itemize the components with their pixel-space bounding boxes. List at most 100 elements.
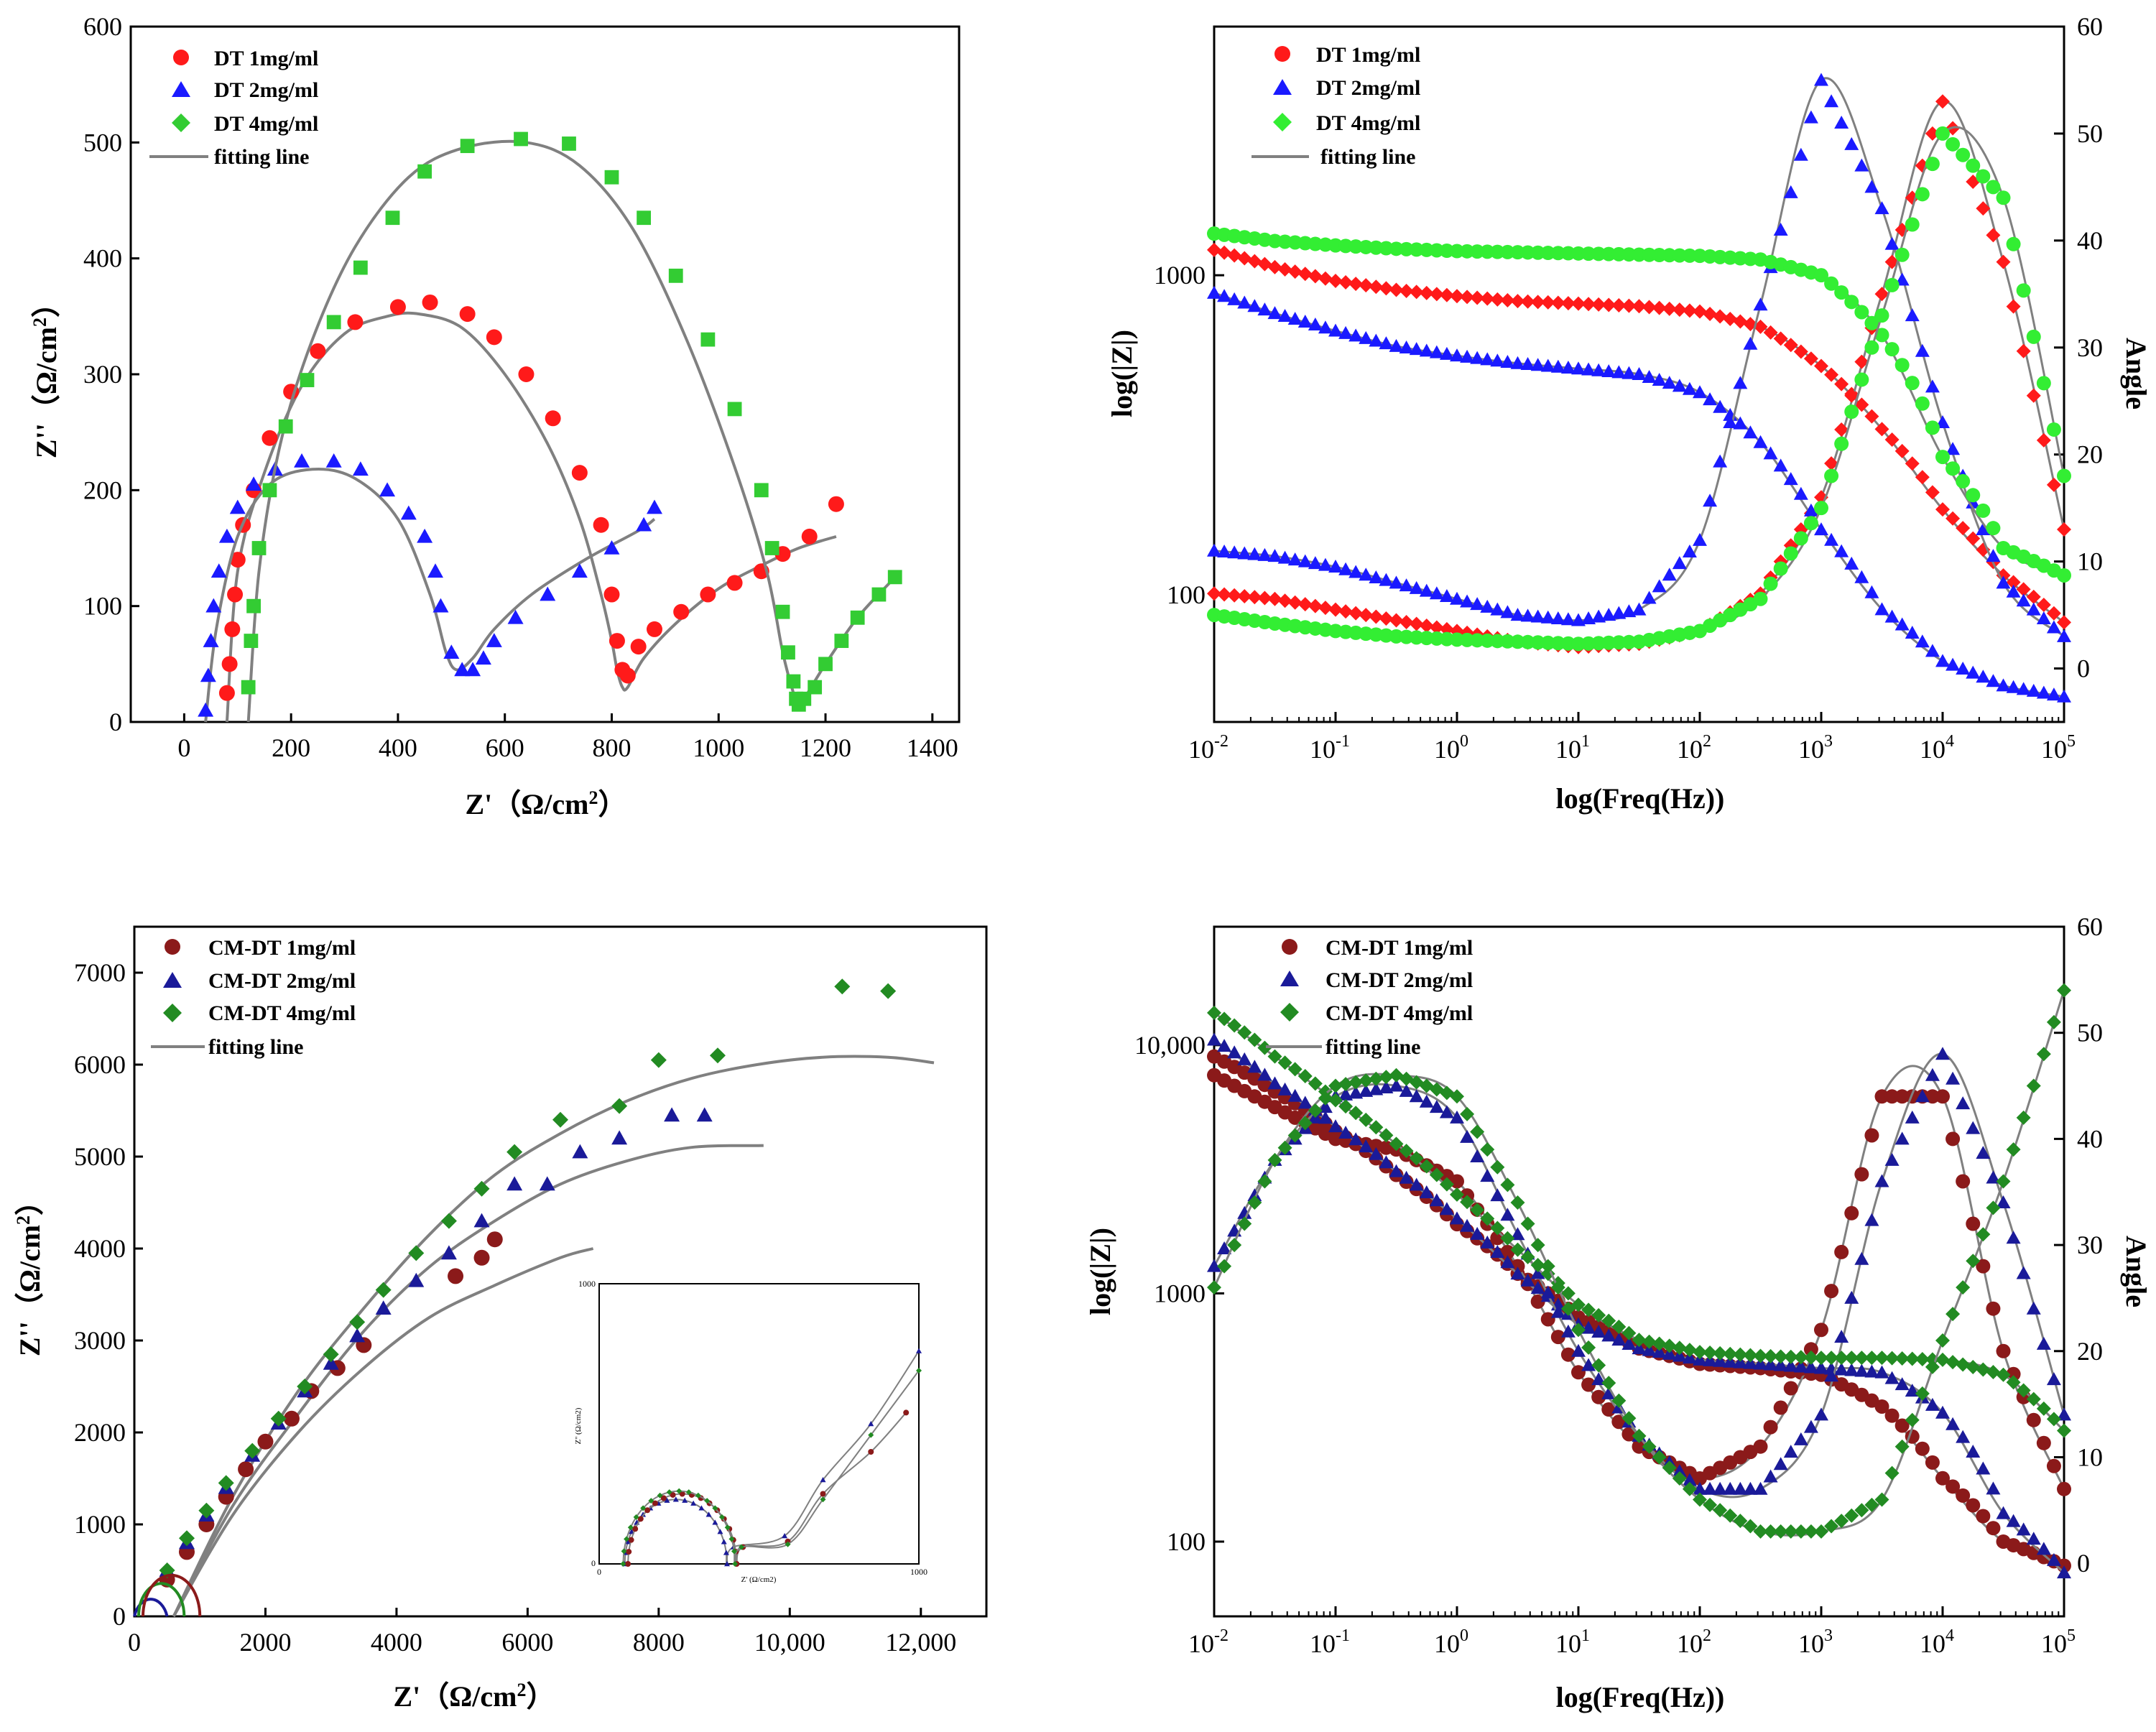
inset-data-point-2 xyxy=(652,1500,658,1506)
data-point-b-5 xyxy=(1935,450,1950,465)
data-point-dt-1 xyxy=(486,329,502,346)
data-point-d-5 xyxy=(1854,1351,1869,1366)
data-point-b-1 xyxy=(1621,298,1637,313)
data-point-b-2 xyxy=(2006,299,2021,314)
data-point-b-3 xyxy=(1510,356,1525,369)
data-point-b-4 xyxy=(1854,158,1869,172)
data-point-d-5 xyxy=(1308,1076,1323,1091)
data-point-d-5 xyxy=(1682,1343,1697,1358)
data-point-b-2 xyxy=(1409,616,1424,631)
data-point-d-5 xyxy=(1814,1351,1828,1366)
inset-data-point-1 xyxy=(868,1421,874,1427)
x-tick-label-b: 105 xyxy=(2041,732,2076,764)
data-point-d-4 xyxy=(1510,1227,1525,1241)
data-point-b-6 xyxy=(1753,591,1768,606)
y2-tick-label-b: 60 xyxy=(2077,12,2103,41)
fit-line-d-3 xyxy=(1213,1039,2065,1574)
data-point-d-3 xyxy=(2036,1542,2051,1555)
data-point-b-1 xyxy=(1500,292,1515,307)
data-point-b-3 xyxy=(1560,360,1576,374)
inset-data-point-1 xyxy=(916,1348,922,1353)
data-point-b-3 xyxy=(1369,333,1384,347)
data-point-b-5 xyxy=(1460,244,1475,259)
data-point-d-2 xyxy=(1560,1347,1576,1362)
data-point-cmdt-3 xyxy=(198,1502,215,1519)
data-point-b-3 xyxy=(1490,353,1505,367)
data-point-b-1 xyxy=(2046,606,2061,621)
data-point-d-6 xyxy=(1308,1103,1323,1118)
data-point-d-4 xyxy=(1743,1481,1758,1495)
data-point-b-4 xyxy=(1439,589,1454,603)
legend-label-cmdt-4-d: CM-DT 4mg/ml xyxy=(1325,1001,1473,1025)
data-point-b-3 xyxy=(1783,472,1798,486)
legend-marker-dt-4 xyxy=(172,114,190,132)
data-point-b-4 xyxy=(1723,415,1738,429)
data-point-d-3 xyxy=(1429,1193,1444,1207)
legend-label-dt-1: DT 1mg/ml xyxy=(214,47,318,70)
data-point-b-3 xyxy=(1601,364,1616,378)
data-point-b-4 xyxy=(2006,584,2021,598)
data-point-b-1 xyxy=(1814,358,1828,374)
data-point-dt-2 xyxy=(218,528,235,543)
data-point-dt-2 xyxy=(325,453,342,468)
x-tick-exp-d: -1 xyxy=(1336,1626,1350,1645)
panel-c-marks xyxy=(133,978,935,1618)
data-point-d-2 xyxy=(1996,1343,2011,1358)
data-point-d-4 xyxy=(2036,1336,2051,1350)
data-point-d-5 xyxy=(1369,1120,1384,1135)
data-point-d-6 xyxy=(1763,1524,1778,1539)
data-point-b-6 xyxy=(1976,169,1991,184)
data-point-d-5 xyxy=(1693,1345,1707,1360)
data-point-b-4 xyxy=(1743,336,1758,350)
data-point-d-5 xyxy=(1793,1350,1808,1365)
data-point-cmdt-3 xyxy=(440,1213,457,1229)
legend-label-cmdt-4: CM-DT 4mg/ml xyxy=(208,1001,356,1025)
data-point-d-4 xyxy=(1935,1047,1950,1060)
x-tick-base-b: 10 xyxy=(1310,735,1336,764)
data-point-b-1 xyxy=(1773,331,1788,346)
data-point-b-2 xyxy=(1318,601,1333,616)
legend-marker-dt-1-b xyxy=(1274,46,1290,62)
legend-marker-dt-2-b xyxy=(1273,79,1292,95)
data-point-b-5 xyxy=(1894,358,1910,373)
data-point-b-3 xyxy=(1450,348,1464,362)
inset-data-point-3 xyxy=(640,1505,647,1511)
data-point-b-3 xyxy=(1803,503,1818,517)
data-point-b-4 xyxy=(1803,110,1818,124)
data-point-b-5 xyxy=(1834,285,1849,300)
data-point-b-3 xyxy=(1550,359,1565,373)
data-point-d-6 xyxy=(1864,1497,1879,1512)
y-tick-label-c: 0 xyxy=(113,1602,126,1631)
data-point-d-2 xyxy=(1803,1342,1818,1357)
data-point-d-4 xyxy=(1348,1085,1364,1099)
data-point-b-1 xyxy=(1915,470,1930,485)
data-point-b-3 xyxy=(1308,318,1323,331)
data-point-b-3 xyxy=(1986,674,2001,687)
legend-label-dt-4-b: DT 4mg/ml xyxy=(1316,111,1420,135)
data-point-b-4 xyxy=(1946,442,1961,455)
data-point-d-5 xyxy=(1581,1302,1596,1317)
data-point-b-3 xyxy=(1328,323,1343,337)
data-point-b-4 xyxy=(1359,568,1374,581)
data-point-b-6 xyxy=(1915,187,1930,202)
legend-marker-dt-2 xyxy=(172,81,190,97)
data-point-cmdt-3 xyxy=(473,1180,490,1197)
legend-marker-cmdt-1 xyxy=(165,939,180,955)
data-point-dt-1 xyxy=(801,528,818,545)
data-point-b-6 xyxy=(1540,635,1555,650)
data-point-d-4 xyxy=(1803,1420,1818,1433)
x-tick-exp-d: 1 xyxy=(1581,1626,1590,1645)
data-point-d-3 xyxy=(2016,1522,2031,1536)
data-point-b-4 xyxy=(2046,620,2061,634)
data-point-d-4 xyxy=(1571,1343,1586,1357)
data-point-d-2 xyxy=(1763,1420,1778,1435)
data-point-b-4 xyxy=(1884,236,1900,250)
data-point-d-5 xyxy=(1217,1011,1232,1027)
data-point-b-1 xyxy=(1905,456,1920,471)
data-point-d-3 xyxy=(1389,1164,1404,1177)
data-point-d-4 xyxy=(1884,1152,1900,1166)
data-point-b-1 xyxy=(2057,615,2071,630)
x-tick-label-c: 6000 xyxy=(501,1628,553,1657)
data-point-b-1 xyxy=(1389,282,1404,297)
data-point-d-3 xyxy=(1652,1345,1667,1358)
